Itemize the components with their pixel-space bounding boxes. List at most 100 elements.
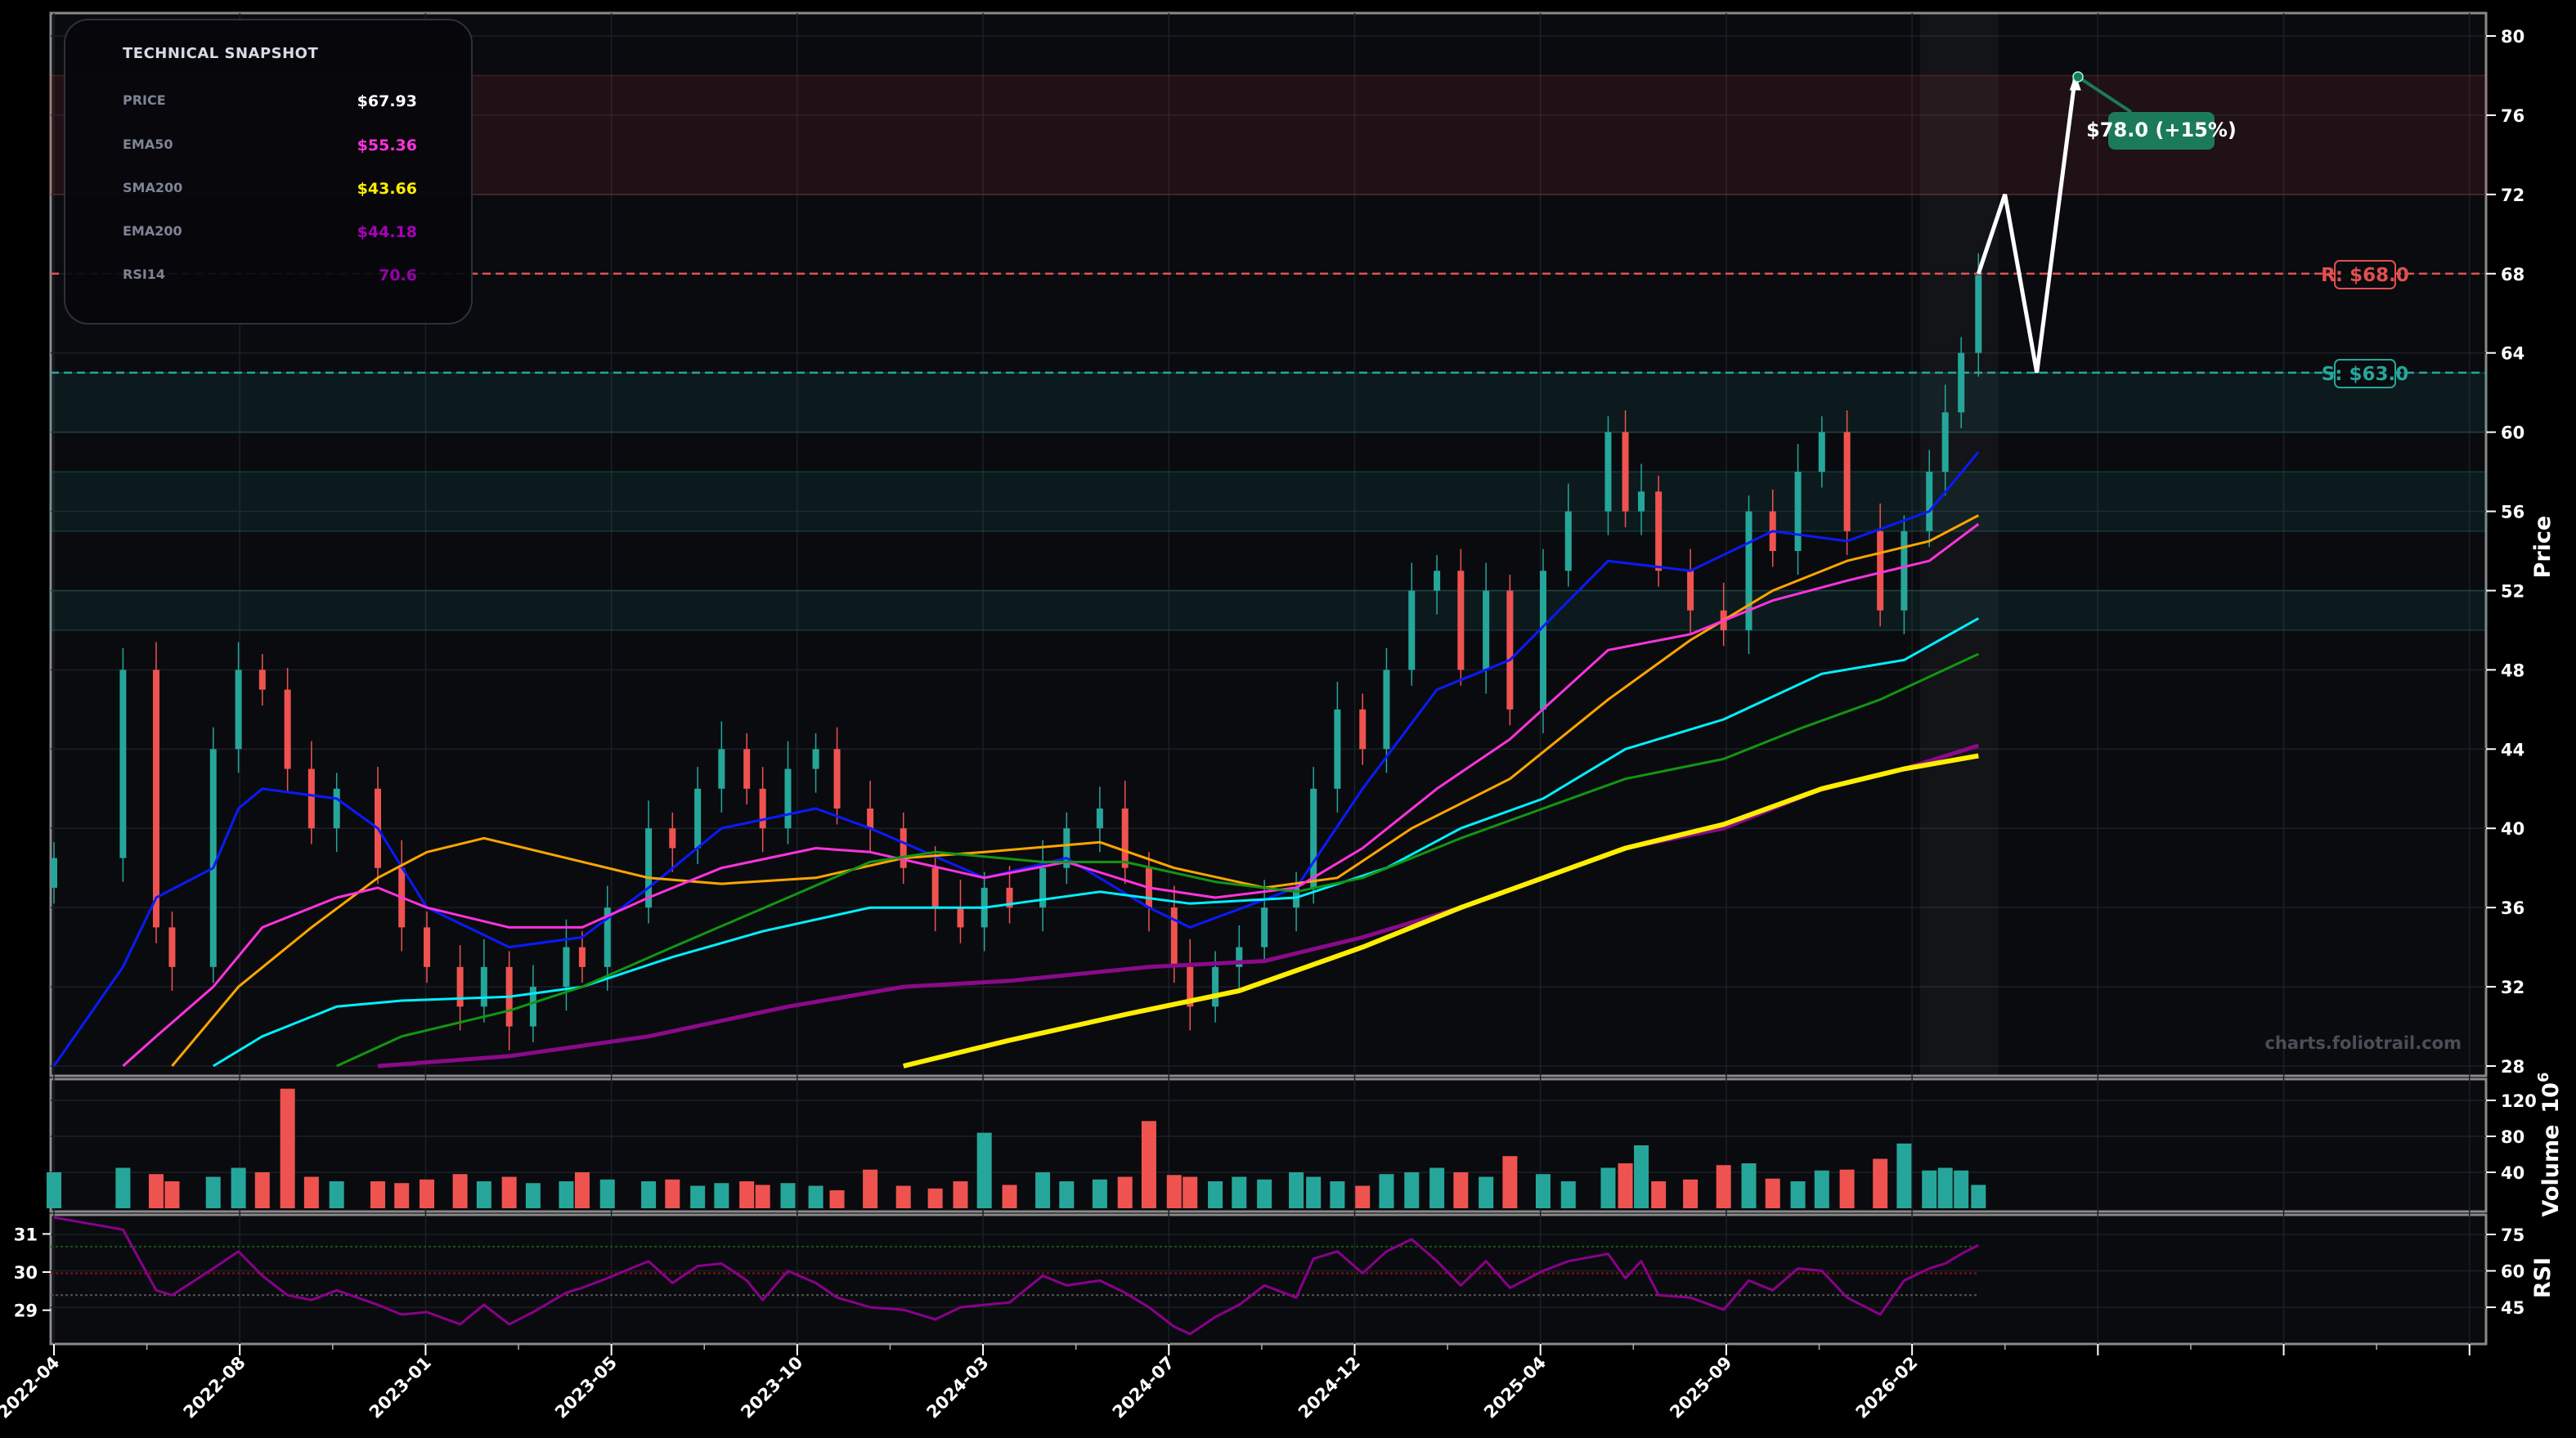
- candle-body: [1039, 867, 1047, 908]
- candle-body: [694, 788, 702, 849]
- volume-axis-label: Volume 106: [2535, 1072, 2564, 1216]
- candle-body: [1187, 966, 1194, 1007]
- x-tick-label: 2024-07: [1109, 1353, 1178, 1422]
- price-tick-label: 56: [2501, 503, 2524, 522]
- volume-bar: [1002, 1185, 1017, 1208]
- candle-body: [1901, 531, 1908, 611]
- candle-body: [1539, 571, 1546, 710]
- candle-body: [1794, 472, 1802, 551]
- candle-body: [1687, 571, 1694, 611]
- candle-body: [645, 828, 653, 908]
- moving-average-line: [52, 450, 1980, 1067]
- candle-body: [1359, 709, 1367, 750]
- candle-body: [235, 670, 242, 750]
- recent-highlight-band: [1919, 13, 1999, 1076]
- price-tick-label: 64: [2501, 344, 2524, 364]
- volume-bar: [927, 1188, 943, 1208]
- snapshot-row-ema200: EMA200 $44.18: [123, 223, 417, 243]
- price-zone: [50, 471, 2487, 532]
- candle-body: [51, 858, 57, 888]
- candle-body: [563, 947, 570, 988]
- moving-average-line: [171, 514, 1979, 1067]
- candle-body: [1745, 511, 1752, 630]
- candle-body: [1457, 571, 1465, 670]
- volume-bar: [1379, 1174, 1394, 1208]
- candle-body: [1310, 788, 1317, 888]
- volume-bar: [1954, 1170, 1969, 1208]
- volume-bar: [1117, 1176, 1133, 1208]
- support-label: S: $63.0: [2322, 359, 2408, 388]
- volume-unit-exp: 6: [2535, 1072, 2552, 1082]
- volume-bar: [1873, 1158, 1888, 1208]
- candle-body: [307, 768, 315, 829]
- volume-bar: [976, 1132, 992, 1208]
- candle-body: [1564, 511, 1572, 571]
- moving-averages: [52, 450, 1980, 1068]
- price-tick-label: 36: [2501, 898, 2524, 918]
- volume-bar: [1289, 1172, 1304, 1208]
- candle-body: [743, 749, 751, 789]
- snapshot-label: EMA50: [123, 137, 173, 152]
- rsi-axis-label: RSI: [2530, 1257, 2556, 1298]
- volume-bar: [1092, 1179, 1107, 1208]
- volume-bar: [501, 1176, 517, 1208]
- volume-bar: [1208, 1181, 1223, 1208]
- watermark: charts.foliotrail.com: [2264, 1033, 2462, 1053]
- candle-body: [456, 966, 464, 1007]
- volume-bar: [148, 1174, 164, 1208]
- volume-tick-label: 80: [2501, 1127, 2524, 1147]
- candle-body: [1604, 432, 1612, 512]
- volume-bar: [1183, 1176, 1198, 1208]
- volume-bar: [420, 1179, 435, 1208]
- price-tick-label: 72: [2501, 186, 2524, 205]
- candle-body: [718, 749, 725, 789]
- snapshot-row-sma200: SMA200 $43.66: [123, 180, 417, 199]
- volume-bar: [47, 1172, 61, 1208]
- volume-bar: [1741, 1163, 1757, 1208]
- volume-bar: [1404, 1172, 1420, 1208]
- volume-bar: [231, 1167, 246, 1208]
- volume-bar: [1166, 1175, 1182, 1208]
- candle-body: [1843, 432, 1851, 531]
- resistance-label: R: $68.0: [2321, 260, 2409, 289]
- target-label-text: $78.0 (+15%): [2086, 119, 2237, 141]
- candle-body: [812, 749, 819, 769]
- candle-body: [119, 670, 127, 858]
- candle-body: [833, 749, 841, 809]
- price-axis-label: Price: [2530, 516, 2556, 579]
- price-tick-label: 40: [2501, 819, 2524, 839]
- x-tick-label: 2022-08: [180, 1353, 249, 1422]
- candle-body: [1236, 947, 1243, 967]
- volume-bar: [1035, 1172, 1051, 1208]
- volume-bar: [599, 1179, 615, 1208]
- moving-average-line: [336, 652, 1979, 1068]
- x-tick-label: 2026-02: [1852, 1353, 1922, 1422]
- rsi-left-tick-label: 30: [14, 1263, 38, 1283]
- volume-bar: [1683, 1179, 1699, 1208]
- moving-average-line: [902, 753, 1979, 1068]
- volume-bar: [1141, 1121, 1156, 1208]
- price-tick-label: 60: [2501, 423, 2524, 443]
- snapshot-row-rsi14: RSI14 70.6: [123, 267, 417, 286]
- candle-body: [784, 768, 792, 829]
- volume-bar: [895, 1185, 911, 1208]
- volume-bar: [303, 1176, 319, 1208]
- volume-bar: [205, 1176, 221, 1208]
- volume-bar: [254, 1172, 270, 1208]
- volume-bar: [665, 1179, 680, 1208]
- projection-arrowhead: [2069, 74, 2081, 91]
- volume-bar: [863, 1169, 878, 1208]
- volume-tick-label: 120: [2501, 1091, 2537, 1111]
- candle-body: [669, 828, 676, 849]
- candle-body: [152, 670, 159, 928]
- candle-body: [1638, 491, 1645, 512]
- snapshot-label: SMA200: [123, 180, 183, 195]
- volume-bar: [1355, 1185, 1371, 1208]
- volume-bar: [1790, 1181, 1806, 1208]
- candle-body: [1434, 571, 1441, 591]
- volume-bar: [1839, 1169, 1855, 1208]
- price-tick-label: 44: [2501, 740, 2524, 759]
- volume-bar: [1971, 1185, 1986, 1208]
- price-tick-label: 48: [2501, 661, 2524, 680]
